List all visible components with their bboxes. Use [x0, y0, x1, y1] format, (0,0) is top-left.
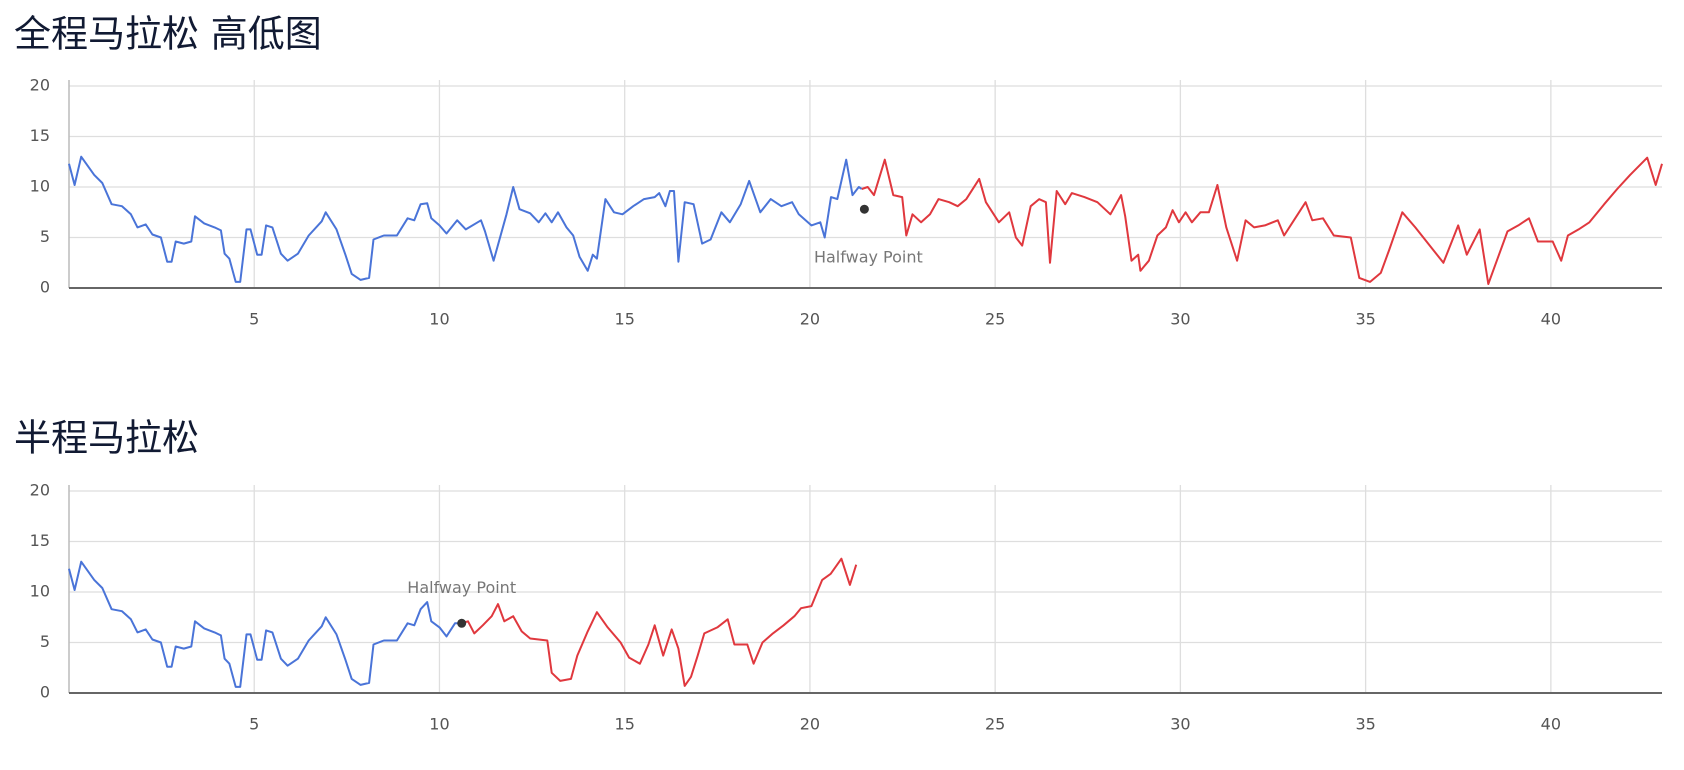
x-tick-label: 35 — [1355, 310, 1375, 329]
elevation-line — [861, 156, 1663, 285]
annotation-label: Halfway Point — [407, 578, 516, 597]
chart: 半程马拉松 0 5 10 15 20 5 10 15 20 25 30 35 40 Halfway Poin… — [14, 417, 1662, 734]
halfway-point — [457, 618, 467, 628]
elevation-line — [461, 557, 858, 687]
chart: 全程马拉松 高低图 0 5 10 15 20 5 10 15 20 25 30 35 40 Halfway … — [14, 13, 1663, 329]
x-tick-label: 20 — [800, 310, 820, 329]
x-tick-label: 10 — [429, 310, 449, 329]
y-tick-label: 20 — [30, 76, 50, 95]
x-tick-label: 25 — [985, 715, 1005, 734]
y-tick-label: 5 — [40, 632, 50, 651]
x-tick-label: 40 — [1541, 310, 1561, 329]
y-tick-label: 10 — [30, 177, 50, 196]
halfway-point — [859, 204, 869, 214]
x-tick-label: 15 — [615, 715, 635, 734]
x-tick-label: 25 — [985, 310, 1005, 329]
y-tick-label: 0 — [40, 278, 50, 297]
x-tick-label: 30 — [1170, 715, 1190, 734]
elevation-line — [68, 560, 462, 688]
chart-title: 全程马拉松 高低图 — [14, 13, 322, 56]
x-tick-label: 5 — [249, 715, 259, 734]
x-tick-label: 20 — [800, 715, 820, 734]
y-tick-label: 20 — [30, 481, 50, 500]
y-tick-label: 5 — [40, 227, 50, 246]
chart-title: 半程马拉松 — [14, 417, 199, 460]
y-tick-label: 15 — [30, 126, 50, 145]
elevation-line — [68, 155, 863, 283]
x-tick-label: 10 — [429, 715, 449, 734]
y-tick-label: 15 — [30, 531, 50, 550]
y-tick-label: 0 — [40, 683, 50, 702]
y-tick-label: 10 — [30, 582, 50, 601]
x-tick-label: 15 — [615, 310, 635, 329]
x-tick-label: 30 — [1170, 310, 1190, 329]
x-tick-label: 5 — [249, 310, 259, 329]
x-tick-label: 40 — [1541, 715, 1561, 734]
annotation-label: Halfway Point — [814, 248, 923, 267]
x-tick-label: 35 — [1355, 715, 1375, 734]
